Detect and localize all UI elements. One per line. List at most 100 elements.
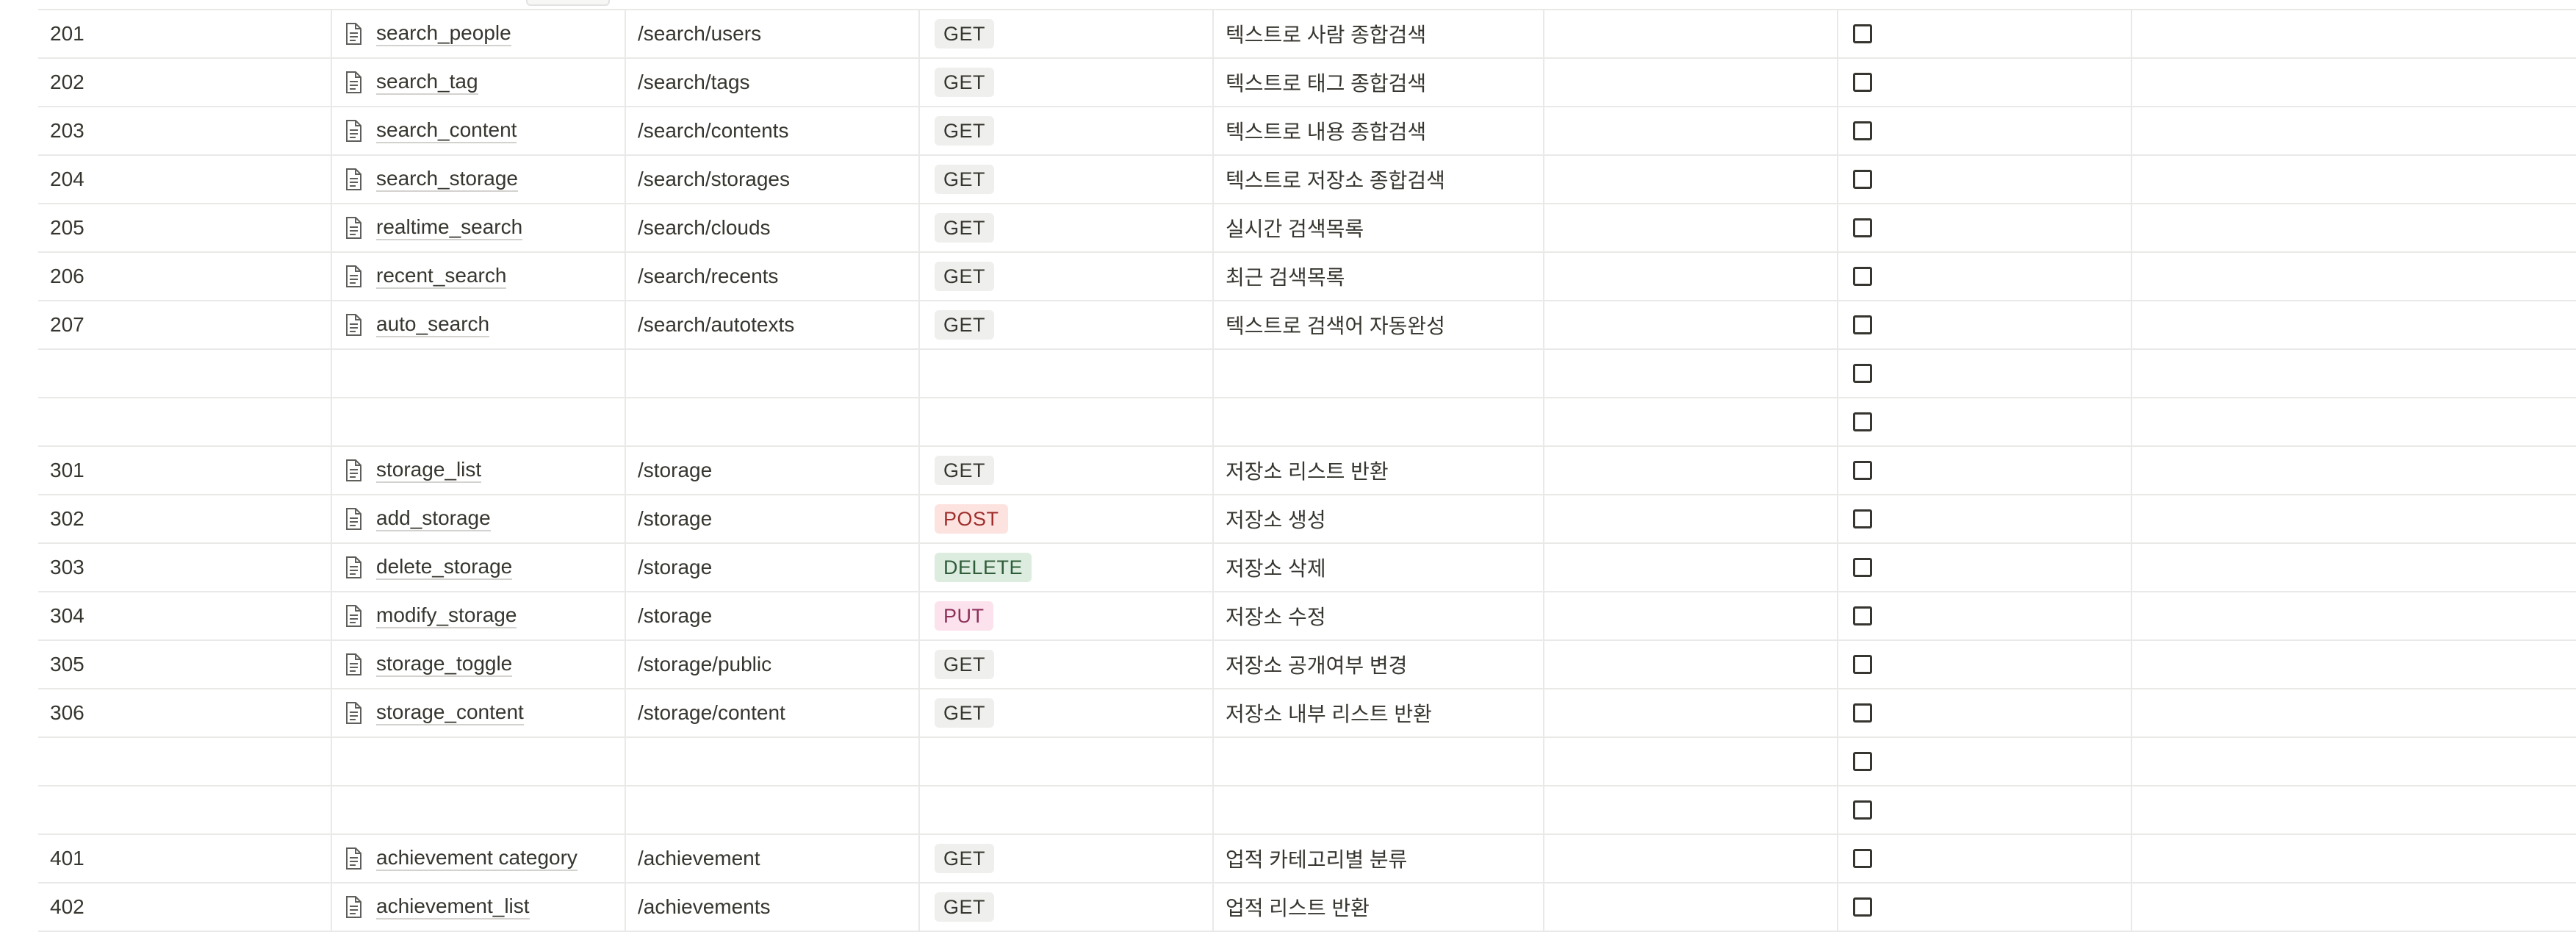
api-uri-cell[interactable]: /storage	[626, 544, 920, 591]
checkbox-unchecked-icon[interactable]	[1853, 73, 1872, 92]
empty-cell[interactable]	[1544, 592, 1838, 639]
api-method-cell[interactable]	[920, 738, 1214, 785]
api-name-cell[interactable]: search_tag	[332, 59, 626, 106]
api-name-cell[interactable]: search_people	[332, 10, 626, 57]
api-name-cell[interactable]: search_storage	[332, 156, 626, 203]
api-number-cell[interactable]	[38, 738, 332, 785]
table-row[interactable]	[38, 786, 2576, 835]
checkbox-cell[interactable]	[1838, 156, 2132, 203]
api-number-cell[interactable]: 207	[38, 301, 332, 348]
api-name-cell[interactable]: search_content	[332, 107, 626, 154]
api-description-cell[interactable]: 텍스트로 내용 종합검색	[1214, 107, 1544, 154]
table-row[interactable]: 202 search_tag /search/tags GET 텍스트로 태그 …	[38, 59, 2576, 107]
api-method-cell[interactable]: GET	[920, 253, 1214, 300]
trailing-cell[interactable]	[2132, 883, 2576, 931]
api-method-cell[interactable]: GET	[920, 641, 1214, 688]
table-row[interactable]: 401 achievement category /achievement GE…	[38, 835, 2576, 883]
table-row[interactable]: 303 delete_storage /storage DELETE 저장소 삭…	[38, 544, 2576, 592]
table-row[interactable]	[38, 398, 2576, 447]
empty-cell[interactable]	[1544, 398, 1838, 445]
api-name-link[interactable]: search_storage	[376, 167, 519, 192]
api-uri-cell[interactable]: /search/autotexts	[626, 301, 920, 348]
checkbox-cell[interactable]	[1838, 592, 2132, 639]
checkbox-unchecked-icon[interactable]	[1853, 606, 1872, 625]
api-name-cell[interactable]	[332, 350, 626, 397]
api-description-cell[interactable]: 저장소 리스트 반환	[1214, 447, 1544, 494]
table-row[interactable]	[38, 350, 2576, 398]
api-name-link[interactable]: achievement_list	[376, 895, 530, 920]
checkbox-cell[interactable]	[1838, 204, 2132, 251]
api-description-cell[interactable]: 실시간 검색목록	[1214, 204, 1544, 251]
trailing-cell[interactable]	[2132, 107, 2576, 154]
api-method-cell[interactable]: PUT	[920, 592, 1214, 639]
api-number-cell[interactable]: 401	[38, 835, 332, 882]
api-method-cell[interactable]: GET	[920, 10, 1214, 57]
checkbox-cell[interactable]	[1838, 301, 2132, 348]
api-uri-cell[interactable]	[626, 786, 920, 834]
table-row[interactable]: 205 realtime_search /search/clouds GET 실…	[38, 204, 2576, 253]
api-number-cell[interactable]: 301	[38, 447, 332, 494]
api-description-cell[interactable]: 저장소 삭제	[1214, 544, 1544, 591]
trailing-cell[interactable]	[2132, 544, 2576, 591]
api-method-cell[interactable]	[920, 398, 1214, 445]
api-name-link[interactable]: auto_search	[376, 312, 490, 337]
table-row[interactable]: 206 recent_search /search/recents GET 최근…	[38, 253, 2576, 301]
empty-cell[interactable]	[1544, 107, 1838, 154]
api-number-cell[interactable]: 302	[38, 495, 332, 542]
empty-cell[interactable]	[1544, 156, 1838, 203]
api-name-cell[interactable]: modify_storage	[332, 592, 626, 639]
api-name-cell[interactable]: add_storage	[332, 495, 626, 542]
checkbox-cell[interactable]	[1838, 495, 2132, 542]
table-row[interactable]: 204 search_storage /search/storages GET …	[38, 156, 2576, 204]
checkbox-cell[interactable]	[1838, 738, 2132, 785]
empty-cell[interactable]	[1544, 738, 1838, 785]
api-uri-cell[interactable]	[626, 738, 920, 785]
api-description-cell[interactable]	[1214, 738, 1544, 785]
api-description-cell[interactable]	[1214, 350, 1544, 397]
api-name-link[interactable]: realtime_search	[376, 215, 523, 240]
api-uri-cell[interactable]: /storage/content	[626, 689, 920, 736]
checkbox-cell[interactable]	[1838, 447, 2132, 494]
api-name-cell[interactable]: achievement category	[332, 835, 626, 882]
checkbox-unchecked-icon[interactable]	[1853, 509, 1872, 528]
api-number-cell[interactable]: 202	[38, 59, 332, 106]
empty-cell[interactable]	[1544, 883, 1838, 931]
api-uri-cell[interactable]: /search/recents	[626, 253, 920, 300]
checkbox-cell[interactable]	[1838, 10, 2132, 57]
api-method-cell[interactable]: GET	[920, 156, 1214, 203]
checkbox-unchecked-icon[interactable]	[1853, 24, 1872, 43]
api-description-cell[interactable]: 텍스트로 사람 종합검색	[1214, 10, 1544, 57]
table-row[interactable]: 201 search_people /search/users GET 텍스트로…	[38, 10, 2576, 59]
api-number-cell[interactable]	[38, 398, 332, 445]
checkbox-unchecked-icon[interactable]	[1853, 170, 1872, 189]
api-number-cell[interactable]: 303	[38, 544, 332, 591]
api-method-cell[interactable]: POST	[920, 495, 1214, 542]
empty-cell[interactable]	[1544, 59, 1838, 106]
empty-cell[interactable]	[1544, 204, 1838, 251]
api-description-cell[interactable]	[1214, 398, 1544, 445]
api-name-cell[interactable]: delete_storage	[332, 544, 626, 591]
checkbox-unchecked-icon[interactable]	[1853, 461, 1872, 480]
api-description-cell[interactable]: 저장소 공개여부 변경	[1214, 641, 1544, 688]
api-name-link[interactable]: storage_list	[376, 458, 482, 483]
checkbox-unchecked-icon[interactable]	[1853, 218, 1872, 237]
checkbox-cell[interactable]	[1838, 689, 2132, 736]
checkbox-cell[interactable]	[1838, 350, 2132, 397]
trailing-cell[interactable]	[2132, 786, 2576, 834]
api-uri-cell[interactable]: /storage	[626, 447, 920, 494]
api-uri-cell[interactable]: /storage	[626, 495, 920, 542]
table-row[interactable]: 203 search_content /search/contents GET …	[38, 107, 2576, 156]
checkbox-cell[interactable]	[1838, 835, 2132, 882]
api-number-cell[interactable]: 306	[38, 689, 332, 736]
api-number-cell[interactable]: 304	[38, 592, 332, 639]
api-method-cell[interactable]: DELETE	[920, 544, 1214, 591]
api-name-link[interactable]: modify_storage	[376, 603, 517, 628]
empty-cell[interactable]	[1544, 689, 1838, 736]
api-name-link[interactable]: storage_toggle	[376, 652, 513, 677]
empty-cell[interactable]	[1544, 495, 1838, 542]
api-description-cell[interactable]: 텍스트로 태그 종합검색	[1214, 59, 1544, 106]
trailing-cell[interactable]	[2132, 398, 2576, 445]
api-description-cell[interactable]: 텍스트로 검색어 자동완성	[1214, 301, 1544, 348]
api-method-cell[interactable]: GET	[920, 59, 1214, 106]
api-uri-cell[interactable]: /search/users	[626, 10, 920, 57]
